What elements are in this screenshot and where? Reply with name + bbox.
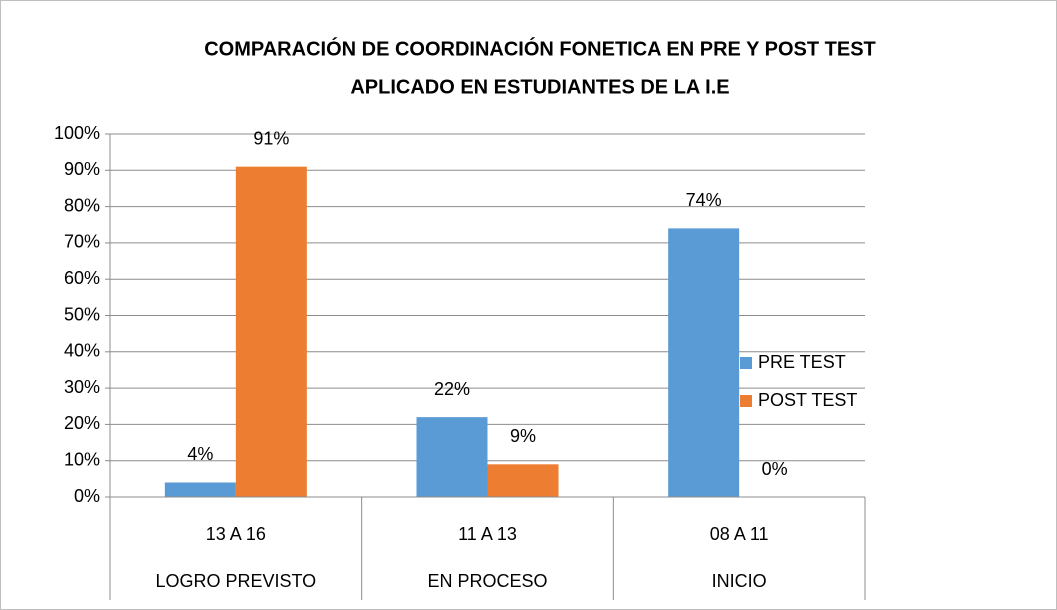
y-tick-label: 70% — [64, 232, 100, 252]
bar — [164, 482, 236, 497]
legend-label: POST TEST — [758, 390, 857, 410]
data-label: 0% — [762, 459, 788, 479]
y-tick-label: 20% — [64, 413, 100, 433]
bar — [668, 228, 740, 497]
data-label: 91% — [253, 128, 289, 148]
group-label: LOGRO PREVISTO — [155, 571, 316, 591]
y-tick-label: 50% — [64, 304, 100, 324]
group-label: INICIO — [712, 571, 767, 591]
chart-title: APLICADO EN ESTUDIANTES DE LA I.E — [350, 76, 729, 98]
data-label: 22% — [434, 379, 470, 399]
x-tick-label: 11 A 13 — [458, 524, 517, 544]
bar — [416, 417, 488, 497]
bar — [235, 166, 307, 498]
y-tick-label: 100% — [54, 123, 100, 143]
bar — [487, 464, 559, 497]
x-tick-label: 08 A 11 — [710, 524, 769, 544]
legend-swatch — [740, 395, 752, 407]
y-tick-label: 40% — [64, 341, 100, 361]
y-tick-label: 60% — [64, 268, 100, 288]
data-label: 4% — [187, 444, 213, 464]
group-label: EN PROCESO — [427, 571, 547, 591]
legend-swatch — [740, 357, 752, 369]
x-tick-label: 13 A 16 — [206, 524, 266, 544]
y-tick-label: 80% — [64, 195, 100, 215]
y-tick-label: 30% — [64, 377, 100, 397]
legend-label: PRE TEST — [758, 352, 846, 372]
y-tick-label: 10% — [64, 449, 100, 469]
data-label: 74% — [686, 190, 722, 210]
data-label: 9% — [510, 426, 536, 446]
y-tick-label: 0% — [74, 486, 100, 506]
y-tick-label: 90% — [64, 159, 100, 179]
chart-title: COMPARACIÓN DE COORDINACIÓN FONETICA EN … — [204, 36, 876, 60]
